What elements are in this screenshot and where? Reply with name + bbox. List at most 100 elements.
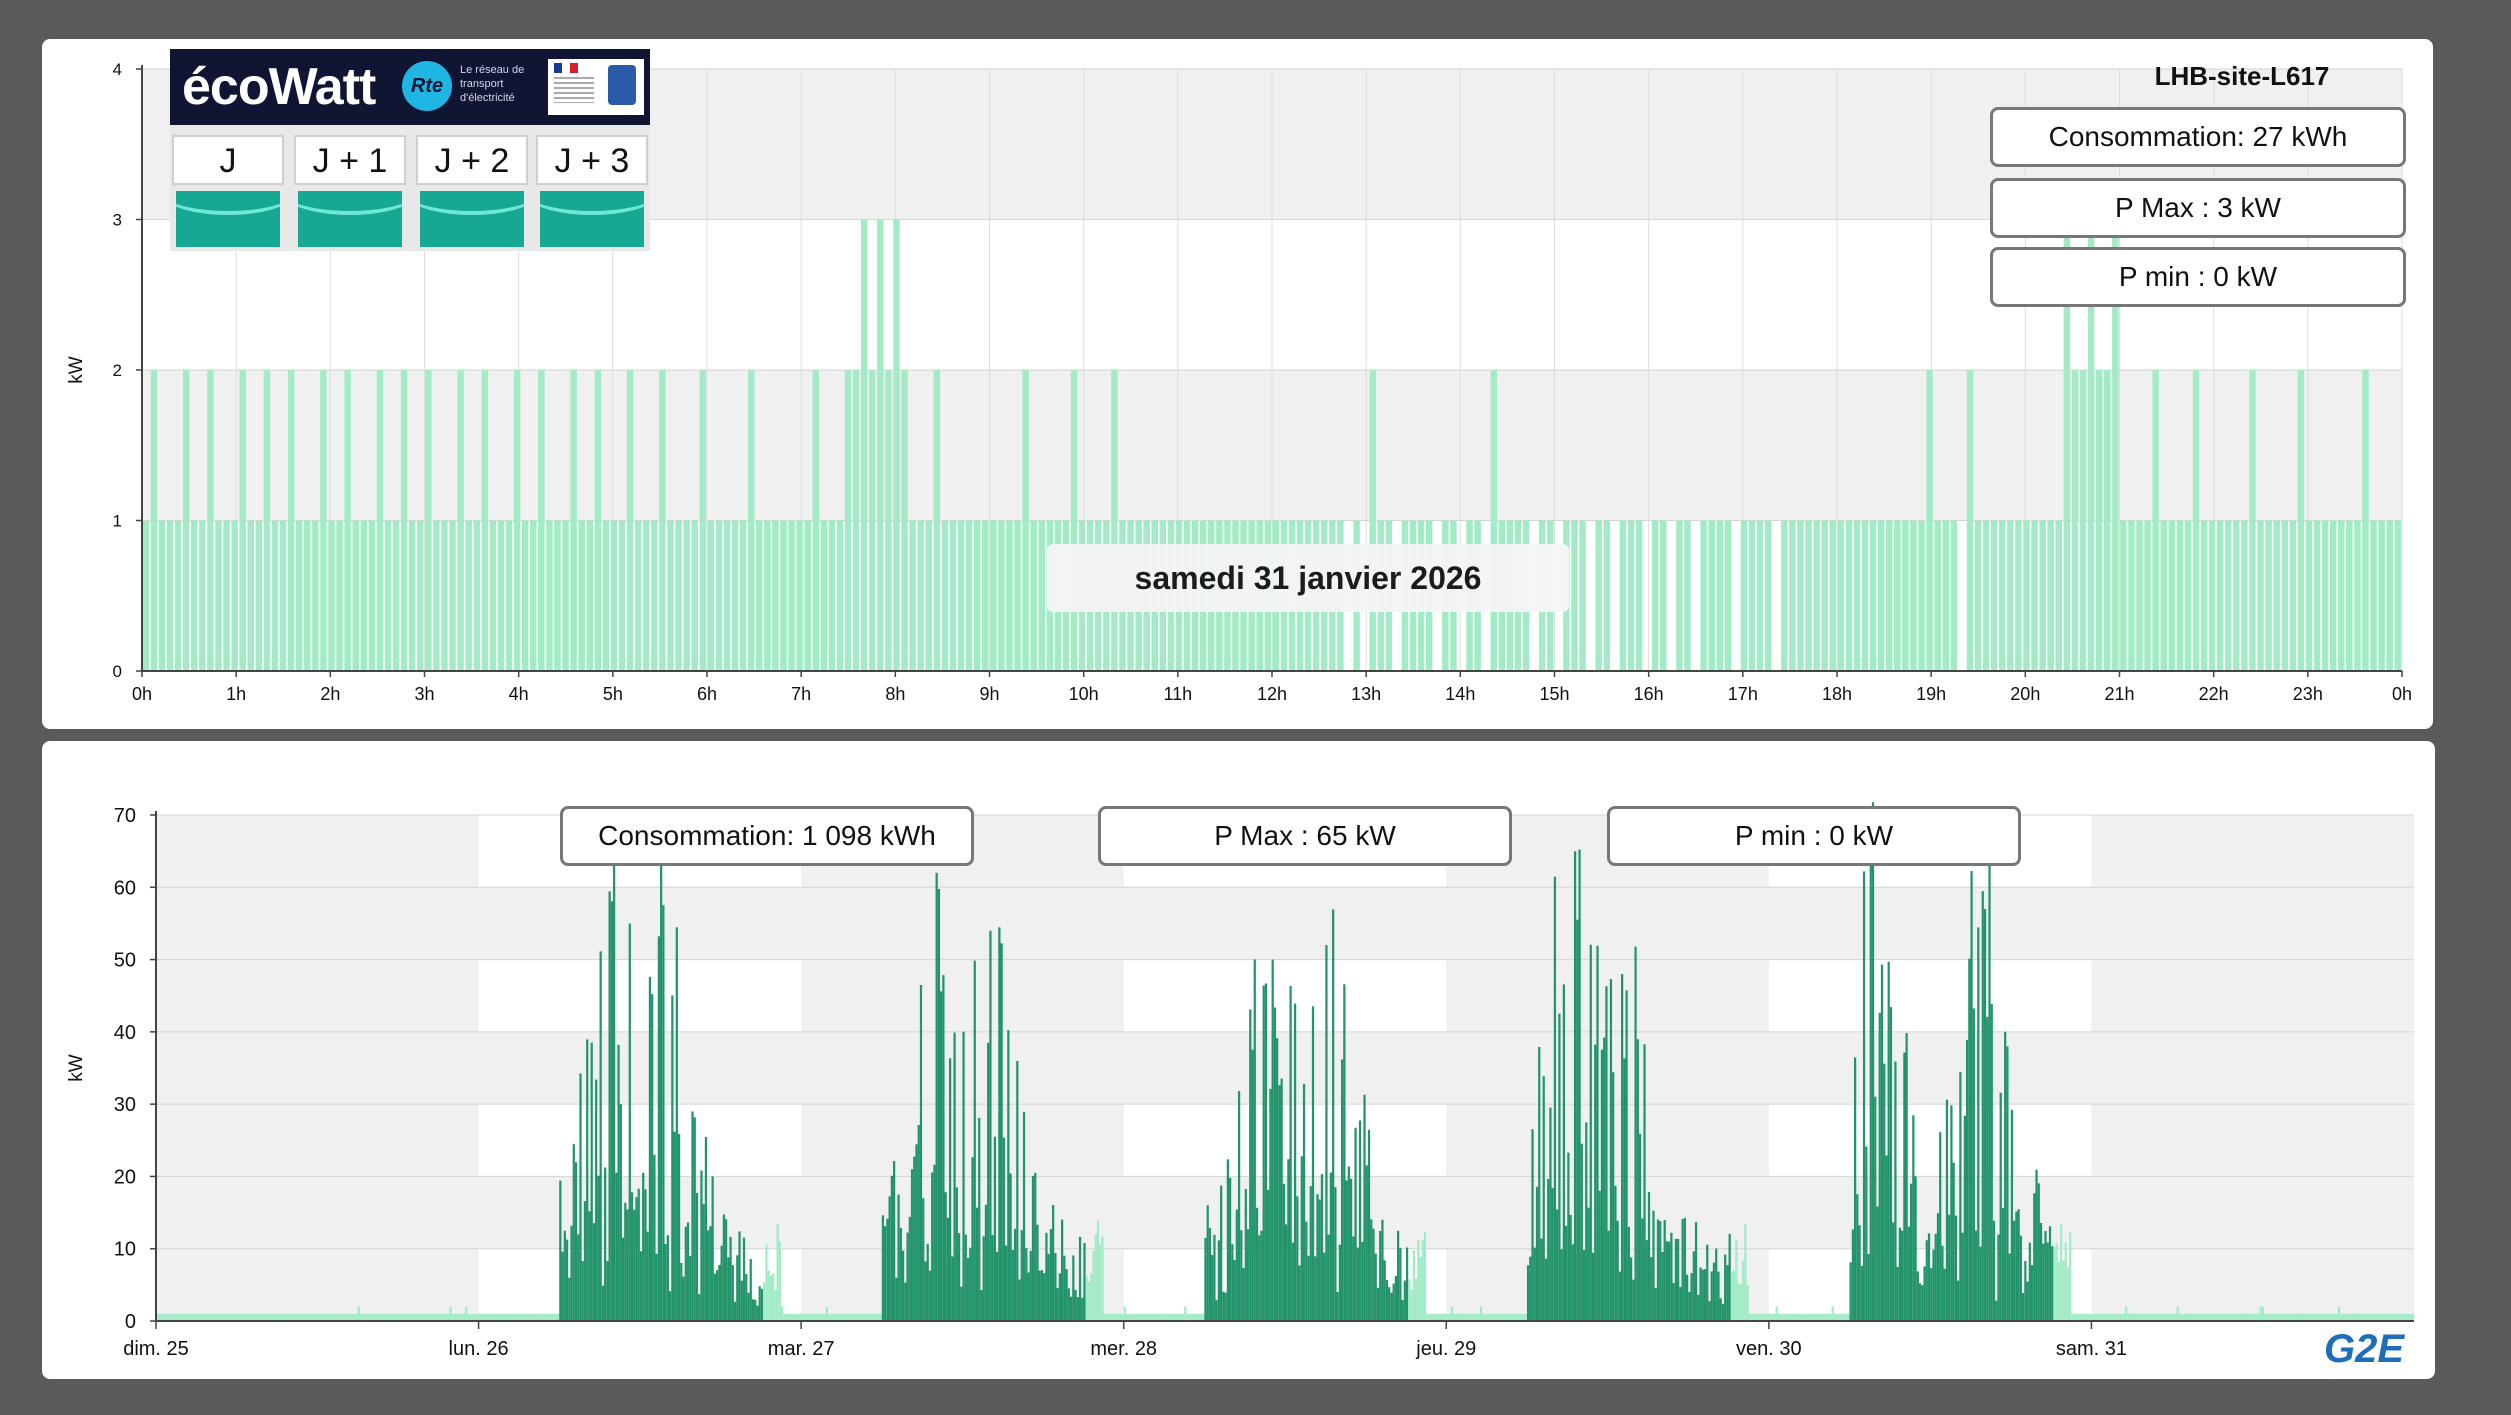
data-bar bbox=[879, 1313, 882, 1321]
daily-consumption-box: Consommation: 27 kWh bbox=[1990, 107, 2406, 167]
data-bar bbox=[1569, 1215, 1572, 1321]
data-bar bbox=[1502, 1313, 1505, 1321]
data-bar bbox=[255, 520, 263, 671]
data-bar bbox=[2084, 1313, 2087, 1321]
data-bar bbox=[643, 520, 650, 671]
data-bar bbox=[1827, 1313, 1830, 1321]
data-bar bbox=[1853, 1057, 1857, 1321]
data-bar bbox=[2326, 1313, 2329, 1321]
data-bar bbox=[2053, 1247, 2056, 1321]
data-bar bbox=[1372, 1228, 1375, 1321]
data-bar bbox=[2393, 1313, 2397, 1321]
data-bar bbox=[675, 927, 678, 1321]
ecowatt-day-j[interactable]: J bbox=[172, 135, 284, 247]
data-bar bbox=[1459, 1313, 1462, 1321]
data-bar bbox=[787, 1313, 790, 1321]
data-bar bbox=[707, 520, 715, 671]
data-bar bbox=[1636, 1039, 1639, 1321]
data-bar bbox=[996, 1251, 999, 1321]
data-bar bbox=[733, 1301, 737, 1321]
data-bar bbox=[901, 370, 908, 671]
data-bar bbox=[1535, 1186, 1539, 1321]
data-bar bbox=[458, 1313, 461, 1321]
data-bar bbox=[581, 1261, 584, 1321]
data-bar bbox=[2140, 1313, 2143, 1321]
data-bar bbox=[707, 1230, 710, 1321]
data-bar bbox=[1280, 1078, 1283, 1321]
ecowatt-widget[interactable]: écoWatt Rte Le réseau de transport d'éle… bbox=[170, 49, 650, 251]
ecowatt-day-j2[interactable]: J + 2 bbox=[416, 135, 528, 247]
data-bar bbox=[292, 1313, 295, 1321]
data-bar bbox=[1206, 1205, 1209, 1321]
data-bar bbox=[297, 1313, 300, 1321]
data-bar bbox=[2310, 1313, 2314, 1321]
ecowatt-day-label: J bbox=[172, 135, 284, 185]
data-bar bbox=[700, 1170, 703, 1321]
data-bar bbox=[1553, 876, 1557, 1321]
data-bar bbox=[1910, 520, 1917, 671]
data-bar bbox=[2305, 520, 2313, 671]
data-bar bbox=[2142, 1313, 2146, 1321]
ecowatt-day-j3[interactable]: J + 3 bbox=[536, 135, 648, 247]
data-bar bbox=[521, 1313, 524, 1321]
data-bar bbox=[659, 370, 666, 671]
ecowatt-day-j1[interactable]: J + 1 bbox=[294, 135, 406, 247]
data-bar bbox=[2187, 1313, 2190, 1321]
data-bar bbox=[1665, 1241, 1669, 1321]
data-bar bbox=[400, 370, 408, 671]
data-bar bbox=[1587, 1207, 1590, 1321]
data-bar bbox=[312, 1313, 316, 1321]
data-bar bbox=[1111, 370, 1118, 671]
data-bar bbox=[1726, 1264, 1729, 1321]
data-bar bbox=[1193, 1313, 1196, 1321]
data-bar bbox=[2249, 370, 2256, 671]
data-bar bbox=[1369, 370, 1376, 671]
data-bar bbox=[1222, 1291, 1225, 1321]
data-bar bbox=[1255, 1207, 1259, 1321]
data-bar bbox=[1901, 1230, 1904, 1321]
data-bar bbox=[1213, 1234, 1216, 1321]
data-bar bbox=[1482, 1313, 1485, 1321]
data-bar bbox=[1067, 1288, 1070, 1321]
data-bar bbox=[1845, 1313, 1848, 1321]
data-bar bbox=[2008, 1253, 2011, 1321]
data-bar bbox=[541, 1313, 544, 1321]
data-bar bbox=[1806, 1313, 1810, 1321]
data-bar bbox=[723, 520, 731, 671]
data-bar bbox=[695, 1192, 699, 1321]
data-bar bbox=[1805, 520, 1812, 671]
data-bar bbox=[686, 1222, 690, 1321]
data-bar bbox=[633, 1209, 636, 1321]
data-bar bbox=[1934, 520, 1941, 671]
data-bar bbox=[2223, 1313, 2226, 1321]
data-bar bbox=[716, 1270, 719, 1321]
data-bar bbox=[1412, 1250, 1415, 1321]
data-bar bbox=[207, 370, 214, 671]
data-bar bbox=[1237, 1091, 1241, 1321]
data-bar bbox=[917, 520, 924, 671]
data-bar bbox=[1074, 1290, 1077, 1321]
data-bar bbox=[1757, 1313, 1760, 1321]
data-bar bbox=[1768, 1313, 1772, 1321]
y-tick-label: 20 bbox=[114, 1166, 136, 1188]
data-bar bbox=[308, 1313, 311, 1321]
data-bar bbox=[180, 1313, 183, 1321]
site-title: LHB-site-L617 bbox=[2154, 61, 2330, 91]
french-flag-icon bbox=[554, 63, 578, 73]
data-bar bbox=[1063, 1255, 1066, 1321]
data-bar bbox=[1087, 1281, 1091, 1321]
data-bar bbox=[301, 1313, 304, 1321]
data-bar bbox=[1887, 961, 1890, 1321]
data-bar bbox=[1356, 1247, 1359, 1321]
data-bar bbox=[332, 1313, 336, 1321]
data-bar bbox=[1524, 1313, 1527, 1321]
data-bar bbox=[2111, 1313, 2114, 1321]
data-bar bbox=[1099, 1244, 1102, 1321]
data-bar bbox=[2313, 1313, 2316, 1321]
data-bar bbox=[422, 1313, 425, 1321]
data-bar bbox=[2082, 1313, 2085, 1321]
data-bar bbox=[709, 1226, 712, 1321]
data-bar bbox=[543, 1313, 546, 1321]
data-bar bbox=[1992, 1220, 1996, 1321]
data-bar bbox=[1455, 1313, 1458, 1321]
